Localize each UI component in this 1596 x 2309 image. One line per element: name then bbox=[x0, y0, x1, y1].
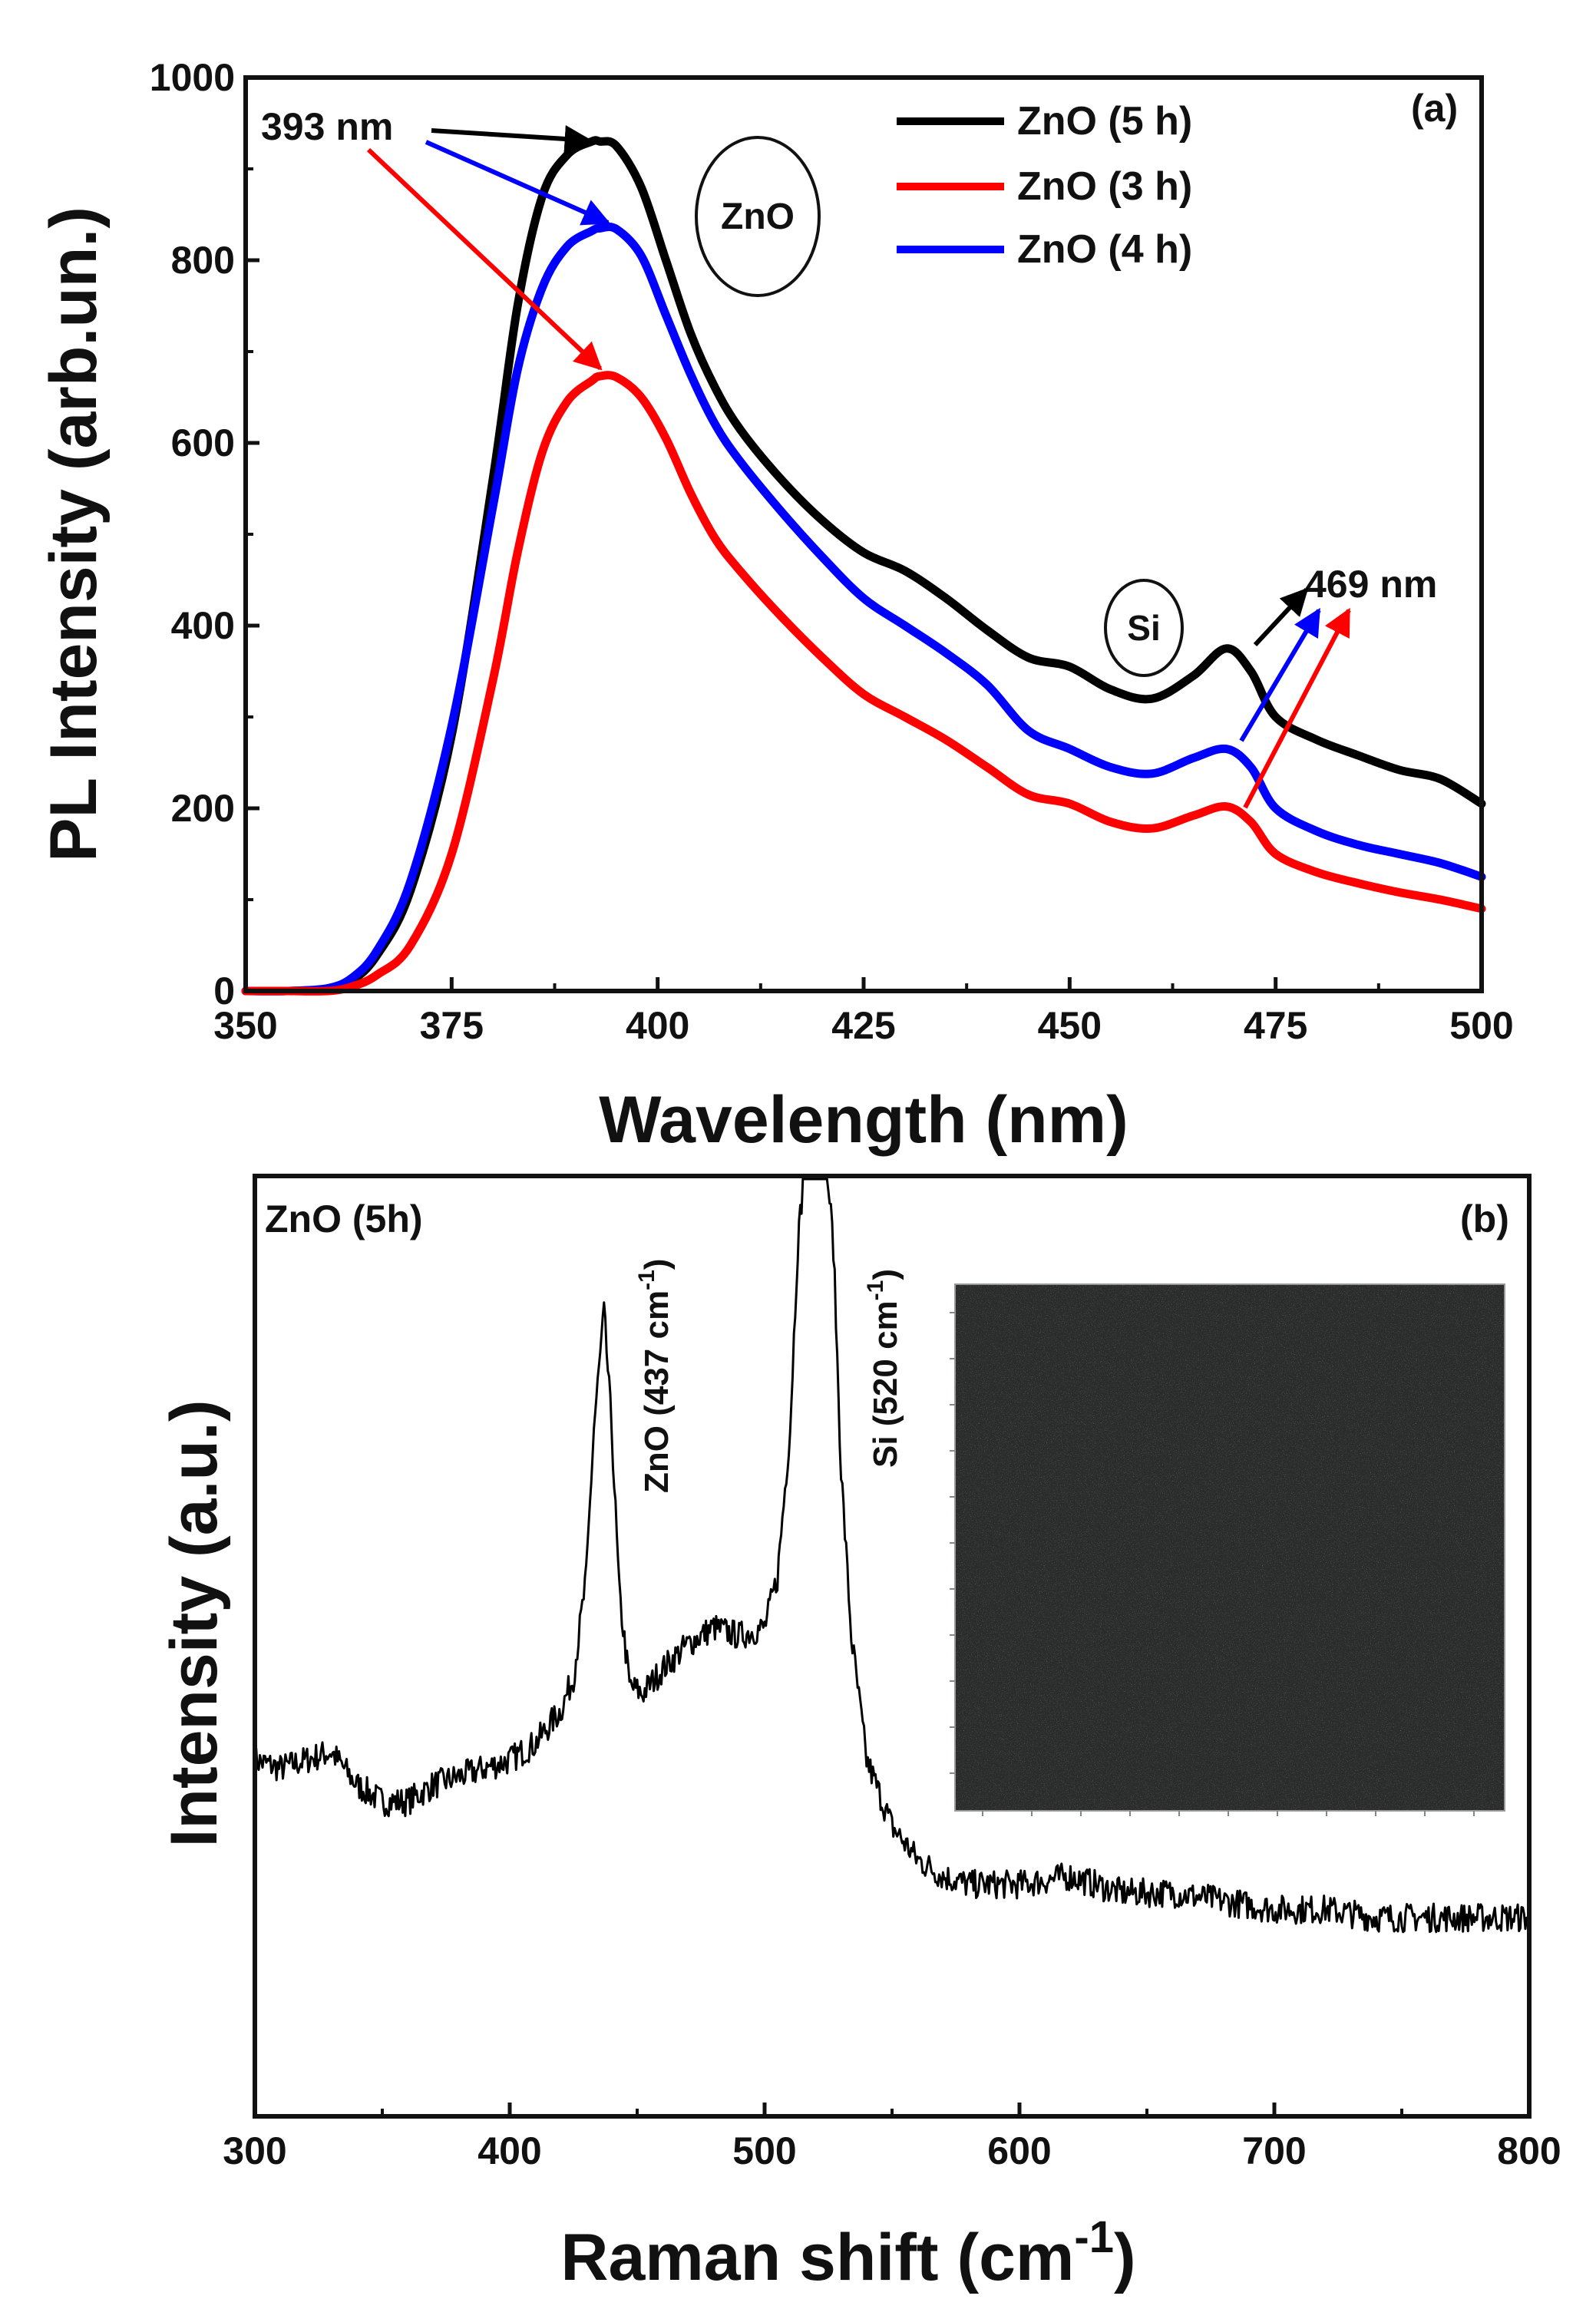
annotation-si: Si bbox=[1127, 608, 1160, 648]
panel-a-y-tick-label: 600 bbox=[171, 421, 235, 464]
panel-b-x-tick-label: 500 bbox=[732, 2129, 796, 2172]
legend-label-zno-5h: ZnO (5 h) bbox=[1017, 99, 1192, 144]
panel-a-y-tick-label: 400 bbox=[171, 604, 235, 647]
raman-spectrum-line bbox=[253, 1178, 1531, 1934]
peak-label-si-520: Si (520 cm-1) bbox=[863, 1269, 904, 1468]
annotation-469nm: 469 nm bbox=[1305, 563, 1437, 606]
inset-image-texture bbox=[955, 1284, 1505, 1811]
panel-a-y-tick-label: 0 bbox=[213, 970, 235, 1012]
legend-label-zno-4h: ZnO (4 h) bbox=[1017, 227, 1192, 272]
panel-a-x-tick-label: 475 bbox=[1244, 1004, 1307, 1047]
panel-b-label: (b) bbox=[1460, 1197, 1509, 1240]
panel-b-series bbox=[253, 1178, 1531, 1934]
panel-b-x-tick-label: 700 bbox=[1242, 2129, 1306, 2172]
arrow-469-red bbox=[1243, 607, 1351, 809]
panel-b-y-axis-title: Intensity (a.u.) bbox=[157, 1400, 231, 1848]
panel-b-frame bbox=[253, 1174, 1532, 2119]
annotation-zno: ZnO bbox=[721, 197, 795, 237]
series-line-zno-3-h bbox=[241, 371, 1486, 996]
panel-b-x-tick-label: 400 bbox=[477, 2129, 541, 2172]
panel-a-x-tick-label: 425 bbox=[831, 1004, 895, 1047]
panel-a-series bbox=[241, 136, 1486, 996]
panel-a-x-tick-label: 375 bbox=[420, 1004, 484, 1047]
series-line-zno-4-h bbox=[241, 222, 1486, 996]
panel-b-ticks: 300 400 500 600 700 800 bbox=[223, 2103, 1561, 2172]
panel-a-x-tick-label: 450 bbox=[1038, 1004, 1102, 1047]
panel-a-x-tick-label: 400 bbox=[626, 1004, 689, 1047]
annotation-393nm: 393 nm bbox=[261, 105, 393, 148]
panel-a-y-tick-label: 1000 bbox=[150, 56, 235, 99]
inset-frame bbox=[954, 1283, 1505, 1812]
panel-a-x-tick-label: 350 bbox=[213, 1004, 277, 1047]
si-peak-circle bbox=[1104, 579, 1184, 677]
legend-label-zno-3h: ZnO (3 h) bbox=[1017, 164, 1192, 209]
panel-a-label: (a) bbox=[1411, 87, 1458, 130]
panel-a-y-tick-label: 200 bbox=[171, 787, 235, 830]
zno-peak-circle bbox=[695, 136, 821, 297]
panel-b-x-tick-label: 800 bbox=[1497, 2129, 1561, 2172]
panel-a-x-axis-title: Wavelength (nm) bbox=[599, 1083, 1128, 1157]
panel-a-x-tick-label: 500 bbox=[1449, 1004, 1513, 1047]
arrow-469-black bbox=[1253, 587, 1309, 647]
panel-a-ticks: 350 375 400 425 450 475 500 0 200 400 600 800 1000 bbox=[150, 56, 1514, 1047]
inset-tick-marks bbox=[950, 1312, 1475, 1816]
arrow-393-blue bbox=[425, 140, 611, 226]
panel-a-y-axis-title: PL Intensity (arb.un.) bbox=[37, 206, 111, 862]
panel-b-raman-spectrum: 300 400 500 600 700 800 ZnO (5h) (b) ZnO (437… bbox=[157, 1174, 1561, 2294]
panel-b-x-tick-label: 300 bbox=[223, 2129, 286, 2172]
panel-a-legend: ZnO (5 h) ZnO (3 h) ZnO (4 h) bbox=[897, 99, 1192, 272]
panel-b-x-tick-label: 600 bbox=[987, 2129, 1051, 2172]
panel-a-frame bbox=[243, 75, 1484, 993]
panel-b-x-axis-title: Raman shift (cm-1) bbox=[560, 2212, 1135, 2294]
peak-label-zno-437: ZnO (437 cm-1) bbox=[634, 1259, 676, 1493]
inset-micrograph bbox=[950, 1283, 1505, 1816]
arrow-393-black bbox=[431, 124, 593, 153]
panel-a-pl-spectrum: 350 375 400 425 450 475 500 0 200 400 600 800 1000 P… bbox=[37, 56, 1514, 1157]
panel-a-y-tick-label: 800 bbox=[171, 239, 235, 282]
arrow-469-blue bbox=[1239, 607, 1321, 742]
arrow-393-red bbox=[366, 147, 603, 371]
panel-b-sample-label: ZnO (5h) bbox=[265, 1197, 423, 1240]
